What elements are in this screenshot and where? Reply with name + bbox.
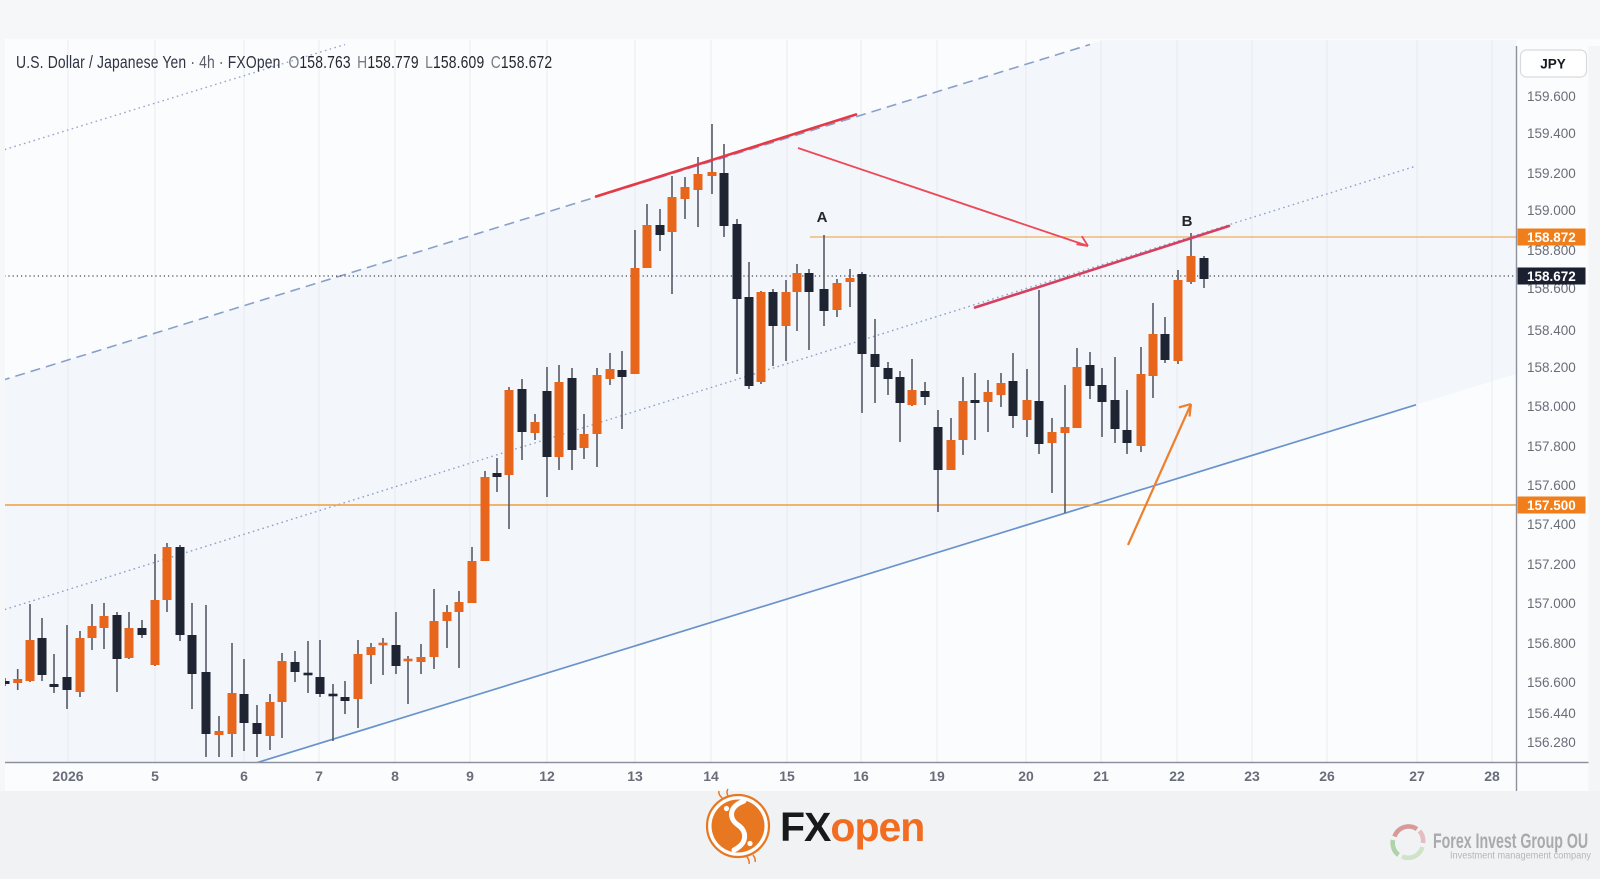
svg-text:28: 28 <box>1484 768 1500 784</box>
svg-text:27: 27 <box>1409 768 1425 784</box>
svg-text:156.800: 156.800 <box>1527 636 1576 651</box>
svg-text:23: 23 <box>1244 768 1260 784</box>
svg-text:157.200: 157.200 <box>1527 557 1576 572</box>
svg-text:158.200: 158.200 <box>1527 360 1576 375</box>
svg-text:158.600: 158.600 <box>1527 281 1576 296</box>
svg-text:158.800: 158.800 <box>1527 243 1576 258</box>
svg-text:Forex Invest Group OU: Forex Invest Group OU <box>1433 829 1588 852</box>
svg-text:22: 22 <box>1169 768 1185 784</box>
svg-text:Investment management company: Investment management company <box>1450 850 1591 861</box>
svg-text:7: 7 <box>315 768 323 784</box>
svg-text:B: B <box>1182 213 1193 230</box>
svg-text:12: 12 <box>539 768 555 784</box>
svg-text:19: 19 <box>929 768 945 784</box>
svg-text:159.600: 159.600 <box>1527 89 1576 104</box>
svg-text:14: 14 <box>703 768 719 784</box>
svg-text:157.000: 157.000 <box>1527 596 1576 611</box>
svg-text:157.500: 157.500 <box>1527 498 1576 513</box>
svg-text:159.400: 159.400 <box>1527 126 1576 141</box>
svg-text:8: 8 <box>391 768 399 784</box>
svg-text:A: A <box>817 209 828 226</box>
svg-text:5: 5 <box>151 768 159 784</box>
svg-text:156.440: 156.440 <box>1527 706 1576 721</box>
svg-text:158.400: 158.400 <box>1527 323 1576 338</box>
svg-text:13: 13 <box>627 768 643 784</box>
svg-text:21: 21 <box>1093 768 1109 784</box>
svg-text:156.280: 156.280 <box>1527 735 1576 750</box>
svg-text:156.600: 156.600 <box>1527 675 1576 690</box>
svg-text:15: 15 <box>779 768 795 784</box>
svg-text:158.872: 158.872 <box>1527 230 1576 245</box>
svg-text:157.400: 157.400 <box>1527 517 1576 532</box>
svg-text:159.000: 159.000 <box>1527 203 1576 218</box>
svg-text:157.600: 157.600 <box>1527 478 1576 493</box>
svg-text:158.672: 158.672 <box>1527 269 1576 284</box>
svg-text:26: 26 <box>1319 768 1335 784</box>
svg-text:157.800: 157.800 <box>1527 439 1576 454</box>
svg-text:2026: 2026 <box>52 768 83 784</box>
svg-text:9: 9 <box>466 768 474 784</box>
svg-text:16: 16 <box>853 768 869 784</box>
svg-text:158.000: 158.000 <box>1527 399 1576 414</box>
svg-text:159.200: 159.200 <box>1527 166 1576 181</box>
svg-text:20: 20 <box>1018 768 1034 784</box>
svg-text:JPY: JPY <box>1540 57 1566 72</box>
svg-text:6: 6 <box>240 768 248 784</box>
svg-text:FXopen: FXopen <box>780 804 924 850</box>
